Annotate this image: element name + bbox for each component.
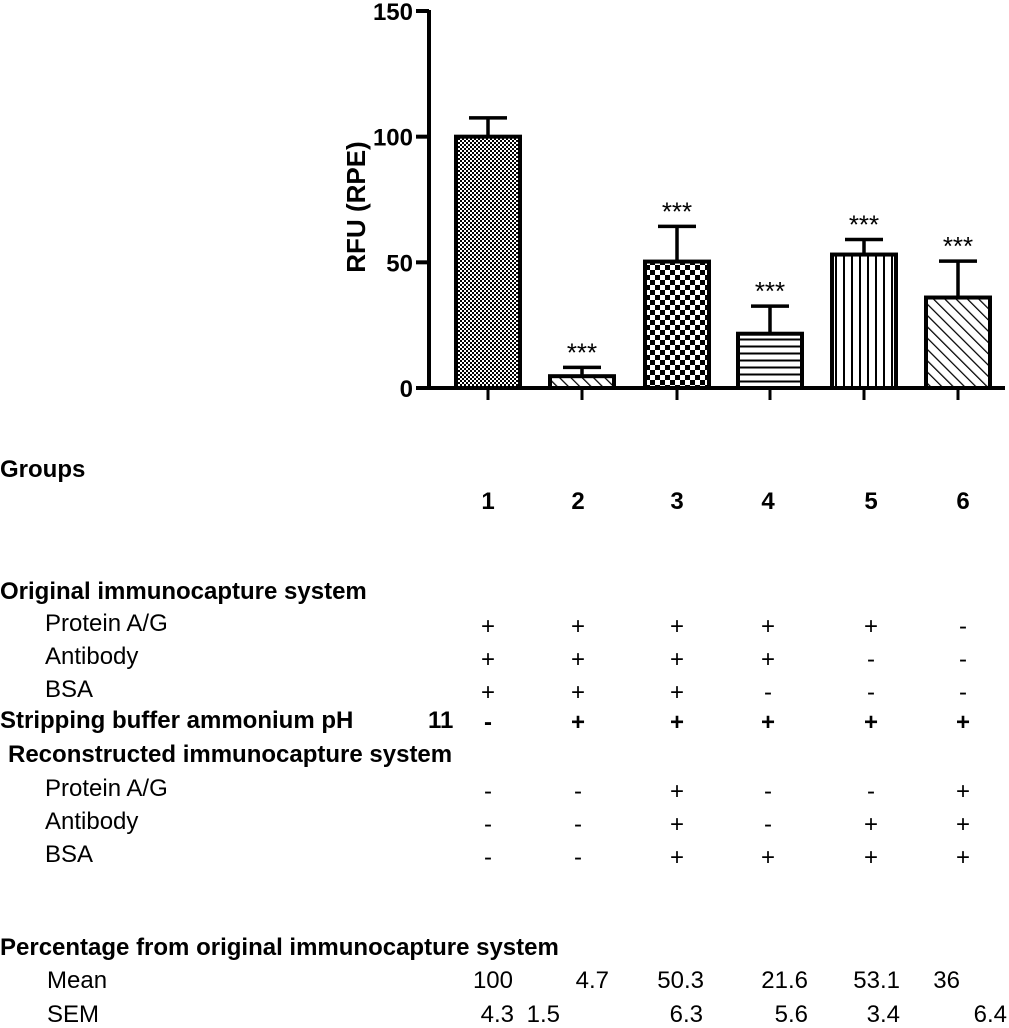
stripping-col1: -: [484, 709, 492, 736]
reconstructed-row2-col4: -: [764, 811, 772, 838]
significance-2: ***: [567, 337, 597, 367]
mean-label: Mean: [47, 967, 108, 994]
group-number-5: 5: [864, 488, 878, 515]
reconstructed-system-title: Reconstructed immunocapture system: [8, 741, 453, 768]
original-label-3: BSA: [45, 676, 94, 703]
mean-value-4: 21.6: [761, 967, 808, 994]
mean-value-5: 53.1: [853, 967, 900, 994]
original-row1-col4: +: [760, 613, 775, 640]
significance-5: ***: [849, 209, 879, 239]
original-row3-col5: -: [867, 679, 875, 706]
original-row3-col4: -: [764, 679, 772, 706]
reconstructed-label-2: Antibody: [45, 808, 139, 835]
reconstructed-row2-col3: +: [669, 811, 684, 838]
original-label-1: Protein A/G: [45, 610, 168, 637]
reconstructed-row2-col6: +: [955, 811, 970, 838]
stripping-label: Stripping buffer ammonium pH: [0, 707, 354, 734]
group-number-2: 2: [571, 488, 585, 515]
sem-value-2: 1.5: [526, 1001, 560, 1028]
significance-4: ***: [755, 276, 785, 306]
sem-label: SEM: [47, 1001, 100, 1028]
original-row1-col5: +: [863, 613, 878, 640]
original-row2-col3: +: [669, 646, 684, 673]
bar-3: [643, 259, 711, 391]
mean-value-1: 100: [472, 967, 513, 994]
chart-axes: 0 50 100 150: [373, 0, 1005, 403]
original-row1-col6: -: [959, 613, 967, 640]
reconstructed-row1-col5: -: [867, 778, 875, 805]
original-row3-col6: -: [959, 679, 967, 706]
chart-bars: *** *** *** *** ***: [454, 116, 992, 391]
y-tick-label-150: 150: [373, 0, 413, 26]
reconstructed-row3-col5: +: [863, 844, 878, 871]
stripping-col3: +: [669, 709, 684, 736]
group-number-1: 1: [481, 488, 495, 515]
reconstructed-row2-col5: +: [863, 811, 878, 838]
reconstructed-row2-col2: -: [574, 811, 582, 838]
reconstructed-row1-col6: +: [955, 778, 970, 805]
mean-value-6: 36: [933, 967, 960, 994]
reconstructed-row1-col4: -: [764, 778, 772, 805]
original-row1-col2: +: [570, 613, 585, 640]
bar-6: [924, 295, 992, 390]
bar-2: [548, 374, 616, 391]
original-row2-col4: +: [760, 646, 775, 673]
reconstructed-label-1: Protein A/G: [45, 775, 168, 802]
original-row3-col3: +: [669, 679, 684, 706]
groups-label: Groups: [0, 456, 86, 483]
y-tick-label-0: 0: [400, 376, 413, 403]
sem-value-3: 6.3: [669, 1001, 703, 1028]
stripping-col4: +: [760, 709, 775, 736]
sem-value-5: 3.4: [866, 1001, 900, 1028]
stripping-ph: 11: [428, 707, 454, 734]
original-row1-col1: +: [480, 613, 495, 640]
original-row1-col3: +: [669, 613, 684, 640]
original-row3-col1: +: [480, 679, 495, 706]
original-row2-col5: -: [867, 646, 875, 673]
y-tick-label-100: 100: [373, 125, 413, 152]
sem-value-4: 5.6: [774, 1001, 808, 1028]
reconstructed-row3-col4: +: [760, 844, 775, 871]
reconstructed-row3-col6: +: [955, 844, 970, 871]
reconstructed-row3-col2: -: [574, 844, 582, 871]
reconstructed-row1-col3: +: [669, 778, 684, 805]
original-row2-col6: -: [959, 646, 967, 673]
y-axis-label: RFU (RPE): [341, 141, 371, 272]
reconstructed-row1-col1: -: [484, 778, 492, 805]
y-tick-label-50: 50: [386, 250, 413, 277]
stripping-col2: +: [570, 709, 585, 736]
reconstructed-row3-col3: +: [669, 844, 684, 871]
significance-6: ***: [943, 231, 973, 261]
original-row2-col2: +: [570, 646, 585, 673]
stripping-col5: +: [863, 709, 878, 736]
bar-chart: 0 50 100 150 *** *** *** *** *** RFU (RPE): [341, 0, 1005, 403]
original-row2-col1: +: [480, 646, 495, 673]
mean-value-3: 50.3: [657, 967, 704, 994]
significance-3: ***: [662, 196, 692, 226]
bar-4: [736, 331, 804, 391]
sem-value-1: 4.3: [480, 1001, 514, 1028]
original-row3-col2: +: [570, 679, 585, 706]
reconstructed-row1-col2: -: [574, 778, 582, 805]
original-system-title: Original immunocapture system: [0, 578, 367, 605]
stripping-col6: +: [955, 709, 970, 736]
reconstructed-row3-col1: -: [484, 844, 492, 871]
reconstructed-label-3: BSA: [45, 841, 94, 868]
reconstructed-row2-col1: -: [484, 811, 492, 838]
bar-1: [454, 134, 522, 390]
percentage-title: Percentage from original immunocapture s…: [0, 934, 559, 961]
bar-5: [830, 252, 898, 390]
group-number-4: 4: [761, 488, 775, 515]
group-number-3: 3: [670, 488, 684, 515]
mean-value-2: 4.7: [575, 967, 609, 994]
group-number-6: 6: [956, 488, 970, 515]
sem-value-6: 6.4: [973, 1001, 1007, 1028]
original-label-2: Antibody: [45, 643, 139, 670]
